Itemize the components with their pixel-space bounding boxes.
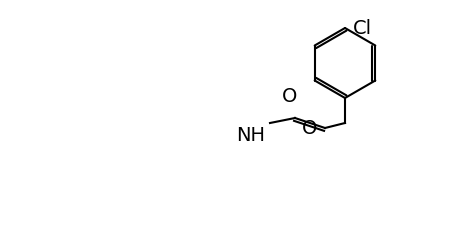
Text: O: O — [301, 119, 316, 137]
Text: NH: NH — [235, 126, 264, 145]
Text: Cl: Cl — [352, 19, 371, 37]
Text: O: O — [282, 87, 297, 106]
